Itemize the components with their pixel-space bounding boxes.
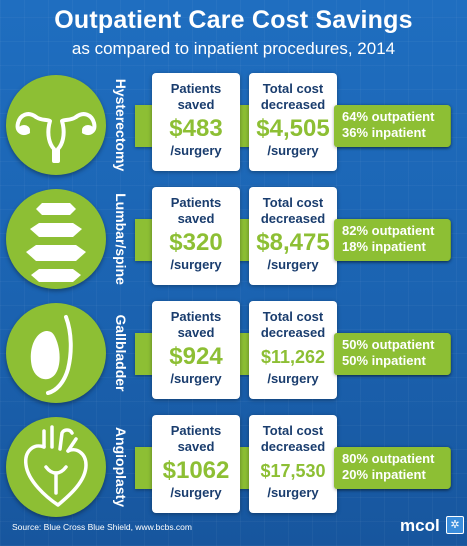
outpatient-split-bar: 50% outpatient 50% inpatient — [334, 333, 450, 375]
procedure-row-angioplasty: Angioplasty Patients saved $1062 /surgery… — [0, 411, 467, 523]
mcol-logo: mcol ✲ — [400, 514, 464, 536]
patients-saved-value: $1062 — [162, 457, 230, 484]
cost-decreased-card: Total cost decreased $4,505 /surgery — [249, 73, 337, 171]
cost-decreased-value: $4,505 — [256, 115, 330, 142]
procedure-row-gallbladder: Gallbladder Patients saved $924 /surgery … — [0, 297, 467, 409]
patients-saved-value: $924 — [169, 343, 223, 370]
outpatient-split-bar: 64% outpatient 36% inpatient — [334, 105, 450, 147]
spine-icon — [6, 189, 106, 289]
procedure-name: Lumbar/spine — [113, 193, 129, 285]
procedure-name: Gallbladder — [113, 314, 129, 392]
inpatient-pct: 20% inpatient — [342, 467, 426, 482]
patients-saved-card: Patients saved $483 /surgery — [152, 73, 240, 171]
procedure-name: Angioplasty — [113, 426, 129, 508]
cost-decreased-card: Total cost decreased $11,262 /surgery — [249, 301, 337, 399]
procedure-row-lumbar-spine: Lumbar/spine Patients saved $320 /surgery… — [0, 183, 467, 295]
patients-saved-card: Patients saved $320 /surgery — [152, 187, 240, 285]
patients-saved-card: Patients saved $924 /surgery — [152, 301, 240, 399]
inpatient-pct: 36% inpatient — [342, 125, 426, 140]
page-title: Outpatient Care Cost Savings — [54, 6, 413, 34]
outpatient-pct: 82% outpatient — [342, 223, 435, 238]
patients-saved-value: $483 — [169, 115, 223, 142]
heart-icon — [6, 417, 106, 517]
patients-saved-value: $320 — [169, 229, 223, 256]
cost-decreased-card: Total cost decreased $17,530 /surgery — [249, 415, 337, 513]
patients-saved-card: Patients saved $1062 /surgery — [152, 415, 240, 513]
inpatient-pct: 18% inpatient — [342, 239, 426, 254]
cost-decreased-value: $17,530 — [260, 461, 326, 481]
outpatient-pct: 64% outpatient — [342, 109, 435, 124]
cost-decreased-card: Total cost decreased $8,475 /surgery — [249, 187, 337, 285]
outpatient-pct: 80% outpatient — [342, 451, 435, 466]
outpatient-split-bar: 82% outpatient 18% inpatient — [334, 219, 450, 261]
procedure-name: Hysterectomy — [113, 78, 129, 172]
cost-decreased-value: $8,475 — [256, 229, 330, 256]
logo-mark-icon: ✲ — [446, 516, 464, 534]
outpatient-pct: 50% outpatient — [342, 337, 435, 352]
source-credit: Source: Blue Cross Blue Shield, www.bcbs… — [12, 522, 192, 532]
gallbladder-icon — [6, 303, 106, 403]
uterus-icon — [6, 75, 106, 175]
cost-decreased-value: $11,262 — [260, 347, 326, 367]
inpatient-pct: 50% inpatient — [342, 353, 426, 368]
page-subtitle: as compared to inpatient procedures, 201… — [71, 39, 396, 58]
outpatient-split-bar: 80% outpatient 20% inpatient — [334, 447, 450, 489]
procedure-row-hysterectomy: Hysterectomy Patients saved $483 /surgery… — [0, 69, 467, 181]
